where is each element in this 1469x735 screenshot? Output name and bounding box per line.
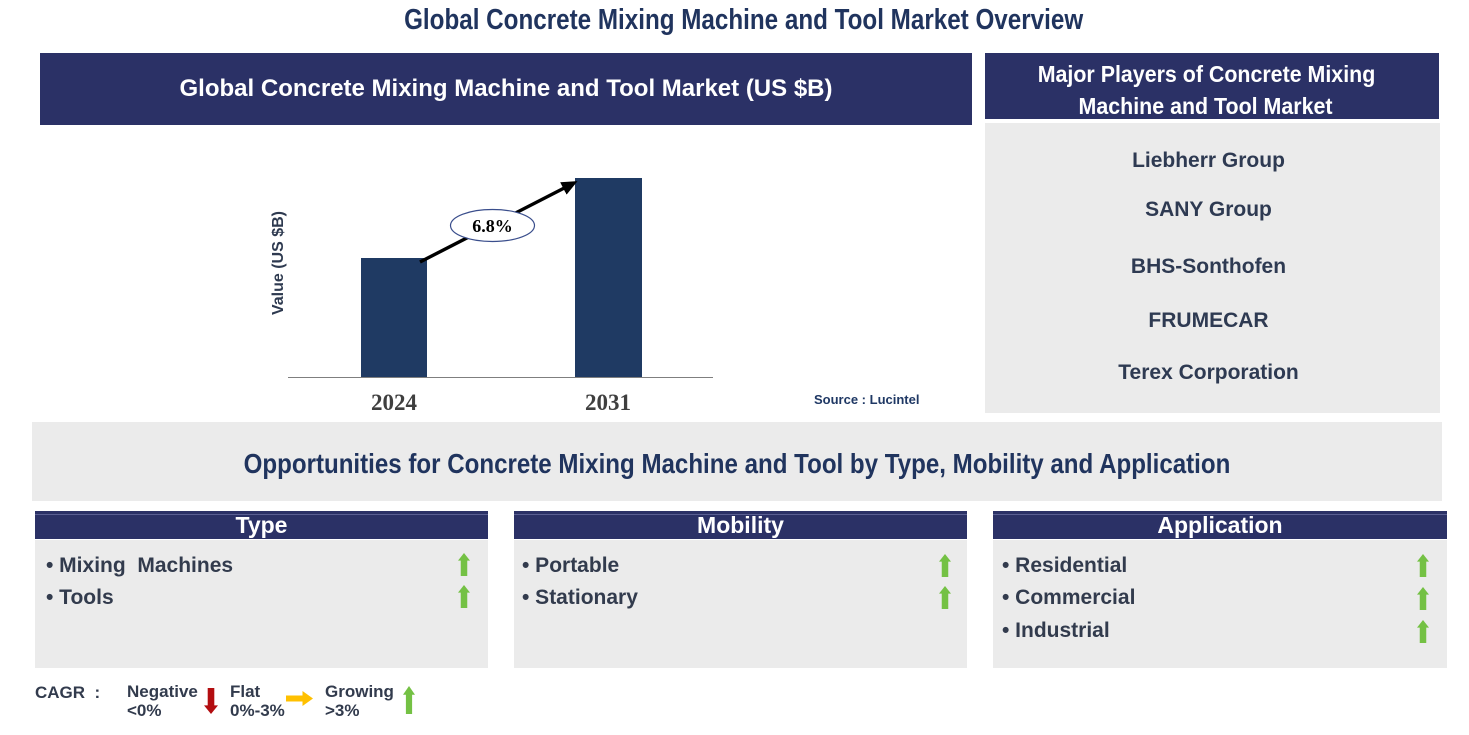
svg-text:6.8%: 6.8% (472, 216, 513, 236)
